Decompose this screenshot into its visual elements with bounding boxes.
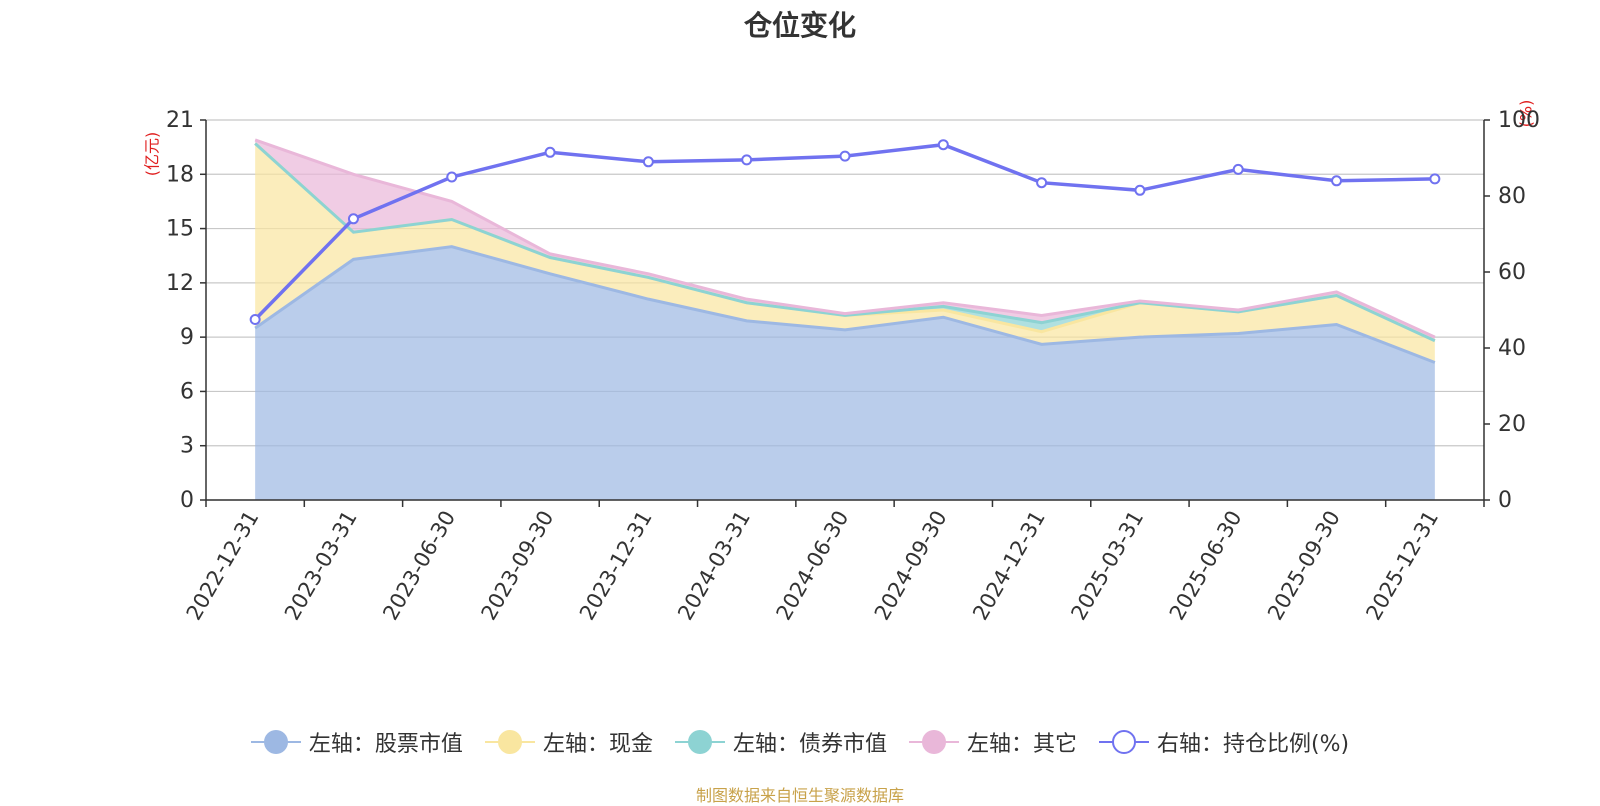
legend-dot-0 — [263, 730, 288, 754]
ratio-point-3 — [544, 146, 556, 158]
left-tick-label-4: 12 — [166, 271, 194, 296]
area-line-3 — [254, 138, 1436, 339]
x-tick-label-9: 2025-03-31 — [1066, 507, 1148, 625]
x-tick-label-5: 2024-03-31 — [673, 507, 755, 625]
ratio-point-7 — [937, 139, 949, 151]
ratio-point-4 — [642, 156, 654, 168]
left-tick-label-7: 21 — [166, 108, 194, 133]
ratio-point-5 — [741, 154, 753, 166]
legend-marker-3 — [908, 727, 959, 757]
legend-dot-1 — [497, 730, 522, 754]
right-tick-label-5: 100 — [1498, 108, 1540, 133]
x-tick-label-3: 2023-09-30 — [477, 507, 559, 625]
x-tick-label-2: 2023-06-30 — [378, 507, 460, 625]
area-series-0 — [255, 246, 1435, 500]
chart-title: 仓位变化 — [743, 9, 856, 42]
legend-marker-1 — [484, 727, 535, 757]
legend-item-2[interactable]: 左轴：债券市值 — [674, 726, 887, 758]
legend-marker-4 — [1098, 727, 1149, 757]
ratio-point-12 — [1429, 173, 1441, 185]
ratio-point-10 — [1232, 163, 1244, 175]
ratio-point-9 — [1134, 184, 1146, 196]
legend-dot-2 — [687, 730, 712, 754]
x-tick-label-12: 2025-12-31 — [1361, 507, 1443, 625]
legend-marker-2 — [674, 727, 725, 757]
legend-label-1: 左轴：现金 — [542, 732, 653, 757]
x-tick-label-0: 2022-12-31 — [182, 507, 264, 625]
ratio-point-8 — [1036, 177, 1048, 189]
x-tick-label-10: 2025-06-30 — [1165, 507, 1247, 625]
x-tick-label-1: 2023-03-31 — [280, 507, 362, 625]
ratio-point-11 — [1331, 175, 1343, 187]
ratio-point-6 — [839, 150, 851, 162]
x-tick-label-7: 2024-09-30 — [870, 506, 952, 624]
left-tick-label-3: 9 — [180, 325, 194, 350]
legend-label-4: 右轴：持仓比例(%) — [1156, 732, 1350, 757]
legend-marker-0 — [250, 727, 301, 757]
right-tick-label-2: 40 — [1498, 336, 1526, 361]
x-tick-label-11: 2025-09-30 — [1263, 507, 1345, 625]
legend-label-0: 左轴：股票市值 — [308, 732, 463, 757]
left-tick-label-1: 3 — [180, 434, 194, 459]
right-tick-label-4: 80 — [1498, 184, 1526, 209]
left-tick-label-2: 6 — [180, 379, 194, 404]
legend: 左轴：股票市值 左轴：现金 左轴：债券市值 左轴：其它 右轴：持仓比例(%) — [0, 722, 1600, 762]
x-tick-label-8: 2024-12-31 — [968, 507, 1050, 625]
ratio-point-2 — [446, 171, 458, 183]
x-tick-label-4: 2023-12-31 — [575, 507, 657, 625]
legend-label-3: 左轴：其它 — [966, 732, 1077, 757]
left-tick-label-0: 0 — [180, 488, 194, 513]
legend-label-2: 左轴：债券市值 — [732, 732, 887, 757]
x-tick-label-6: 2024-06-30 — [772, 507, 854, 625]
right-tick-label-1: 20 — [1498, 412, 1526, 437]
left-tick-label-6: 18 — [166, 162, 194, 187]
right-tick-label-0: 0 — [1498, 488, 1512, 513]
data-points — [249, 139, 1441, 325]
right-tick-label-3: 60 — [1498, 260, 1526, 285]
legend-item-1[interactable]: 左轴：现金 — [484, 726, 653, 758]
stacked-areas — [255, 139, 1435, 500]
area-line-0 — [254, 245, 1436, 364]
legend-item-0[interactable]: 左轴：股票市值 — [250, 726, 463, 758]
legend-dot-3 — [921, 730, 946, 754]
legend-item-3[interactable]: 左轴：其它 — [908, 726, 1077, 758]
legend-item-4[interactable]: 右轴：持仓比例(%) — [1098, 726, 1350, 758]
area-line-2 — [254, 142, 1436, 343]
ratio-point-0 — [249, 314, 261, 325]
left-tick-label-5: 15 — [166, 217, 194, 242]
legend-dot-4 — [1111, 730, 1136, 754]
source-note: 制图数据来自恒生聚源数据库 — [695, 786, 904, 805]
area-series-1 — [255, 143, 1435, 363]
ratio-point-1 — [347, 213, 359, 225]
